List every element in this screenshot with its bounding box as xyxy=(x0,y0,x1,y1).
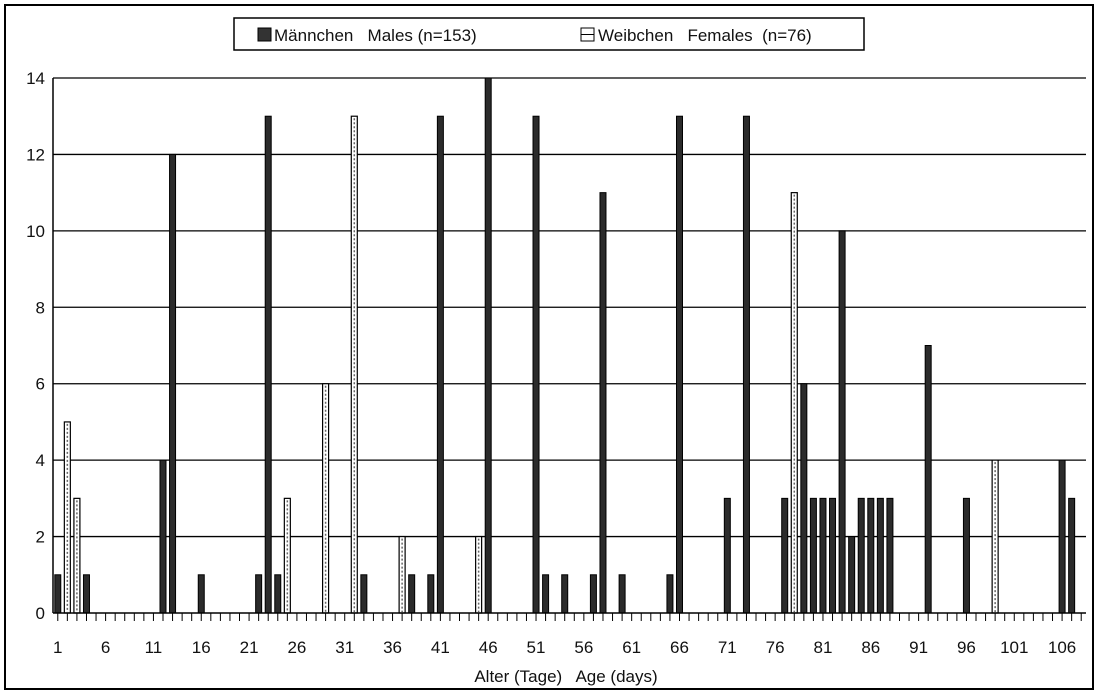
legend-label-males: Männchen Males (n=153) xyxy=(274,26,477,45)
bar-males xyxy=(800,383,808,614)
gridlines xyxy=(53,77,1086,538)
bar-females xyxy=(73,497,81,614)
x-tick-label: 46 xyxy=(479,638,498,657)
x-tick-label: 71 xyxy=(718,638,737,657)
x-tick-label: 56 xyxy=(574,638,593,657)
x-tick-label: 1 xyxy=(53,638,62,657)
bar-males xyxy=(360,574,368,614)
bar-males xyxy=(436,115,444,614)
x-tick-label: 41 xyxy=(431,638,450,657)
legend: Männchen Males (n=153) Weibchen Females … xyxy=(233,17,865,51)
bar-males xyxy=(197,574,205,614)
x-tick-label: 96 xyxy=(957,638,976,657)
x-tick-label: 31 xyxy=(335,638,354,657)
bar-males xyxy=(809,497,817,614)
bar-males xyxy=(742,115,750,614)
bar-males xyxy=(675,115,683,614)
x-tick-label: 6 xyxy=(101,638,110,657)
bar-males xyxy=(408,574,416,614)
x-axis-title: Alter (Tage) Age (days) xyxy=(474,667,657,686)
x-tick-label: 66 xyxy=(670,638,689,657)
bar-males xyxy=(274,574,282,614)
y-tick-label: 12 xyxy=(26,145,45,164)
bar-males xyxy=(838,230,846,614)
bar-males xyxy=(255,574,263,614)
x-tick-label: 11 xyxy=(145,638,163,657)
y-tick-label: 8 xyxy=(36,298,45,317)
bar-males xyxy=(924,345,932,614)
x-tick-label: 51 xyxy=(527,638,546,657)
bar-males xyxy=(484,77,492,614)
x-tick-label: 91 xyxy=(909,638,928,657)
bar-males xyxy=(532,115,540,614)
x-tick-label: 16 xyxy=(192,638,211,657)
bar-males xyxy=(82,574,90,614)
bar-males xyxy=(857,497,865,614)
y-tick-label: 6 xyxy=(36,375,45,394)
y-tick-label: 10 xyxy=(26,222,45,241)
bar-males xyxy=(819,497,827,614)
y-tick-label: 2 xyxy=(36,528,45,547)
bar-males xyxy=(589,574,597,614)
bar-females xyxy=(283,497,291,614)
bar-males xyxy=(169,153,177,614)
bar-males xyxy=(723,497,731,614)
x-tick-label: 106 xyxy=(1048,638,1076,657)
bar-males xyxy=(781,497,789,614)
bar-males xyxy=(54,574,62,614)
chart-frame: 0 2 4 6 8 10 12 14 1 6 11 16 21 26 31 36 41 46 51 56 61 66 71 7… xyxy=(4,4,1094,690)
x-tick-label: 81 xyxy=(814,638,833,657)
x-tick-label: 61 xyxy=(622,638,641,657)
legend-label-females: Weibchen Females (n=76) xyxy=(598,26,812,45)
bar-males xyxy=(427,574,435,614)
y-tick-label: 4 xyxy=(36,451,45,470)
bar-males xyxy=(1058,459,1066,614)
bar-males xyxy=(876,497,884,614)
bar-males xyxy=(618,574,626,614)
bar-males xyxy=(829,497,837,614)
legend-swatch-males xyxy=(257,27,272,42)
y-tick-label: 14 xyxy=(26,69,45,88)
bar-males xyxy=(159,459,167,614)
bar-males xyxy=(264,115,272,614)
y-tick-label: 0 xyxy=(36,604,45,623)
legend-box xyxy=(233,17,865,51)
bar-males xyxy=(848,536,856,614)
bar-males xyxy=(962,497,970,614)
x-tick-label: 86 xyxy=(861,638,880,657)
bar-males xyxy=(599,192,607,614)
x-tick-label: 76 xyxy=(766,638,785,657)
x-tick-label: 26 xyxy=(287,638,306,657)
x-tick-label: 21 xyxy=(240,638,259,657)
bar-males xyxy=(561,574,569,614)
bars xyxy=(54,77,1076,614)
bar-males xyxy=(1068,497,1076,614)
x-tick-label: 36 xyxy=(383,638,402,657)
bar-males xyxy=(666,574,674,614)
bar-males xyxy=(886,497,894,614)
bar-males xyxy=(867,497,875,614)
bar-males xyxy=(542,574,550,614)
x-tick-label: 101 xyxy=(1000,638,1028,657)
